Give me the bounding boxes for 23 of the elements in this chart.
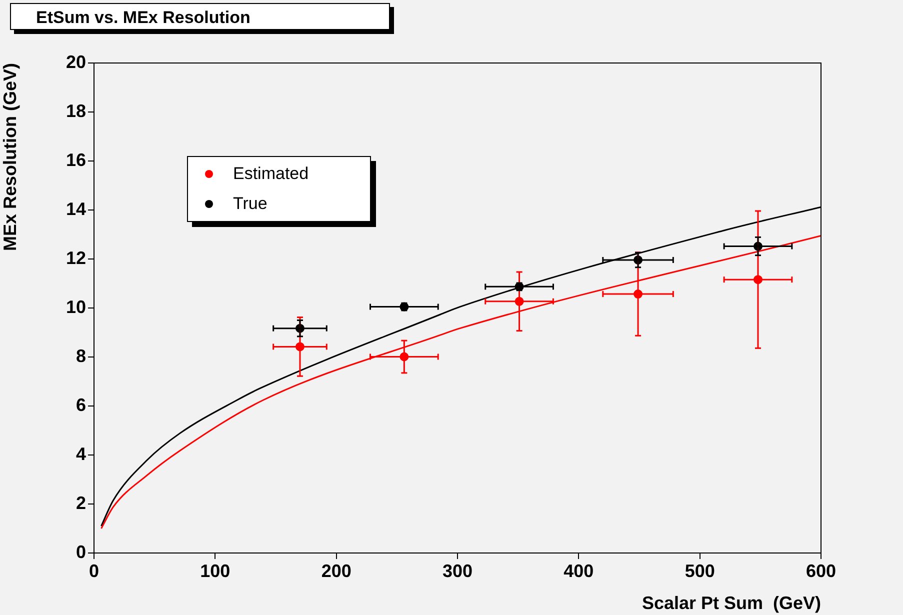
legend-label: True — [232, 193, 268, 215]
y-tick-label: 16 — [66, 150, 86, 170]
x-tick-label: 500 — [684, 560, 715, 581]
x-axis-title: Scalar Pt Sum (GeV) — [642, 593, 822, 614]
x-tick-label: 0 — [88, 560, 100, 581]
x-tick-label: 400 — [564, 560, 594, 581]
y-tick-label: 10 — [66, 296, 86, 317]
legend-label: Estimated — [232, 163, 310, 185]
y-tick-label: 12 — [66, 248, 86, 268]
chart-title: EtSum vs. MEx Resolution — [10, 3, 390, 30]
y-tick-label: 4 — [76, 444, 86, 464]
x-tick-label: 100 — [200, 560, 230, 581]
x-tick-label: 600 — [806, 560, 836, 581]
x-tick-label: 300 — [442, 560, 473, 581]
y-tick-label: 14 — [66, 198, 86, 219]
y-tick-label: 20 — [66, 52, 86, 72]
y-axis-title: MEx Resolution (GeV) — [0, 62, 20, 252]
y-tick-label: 2 — [76, 492, 86, 513]
y-tick-label: 18 — [66, 100, 86, 121]
y-tick-label: 6 — [76, 394, 86, 415]
y-tick-label: 0 — [76, 542, 86, 562]
y-tick-label: 8 — [76, 346, 86, 366]
x-tick-label: 200 — [321, 560, 352, 581]
